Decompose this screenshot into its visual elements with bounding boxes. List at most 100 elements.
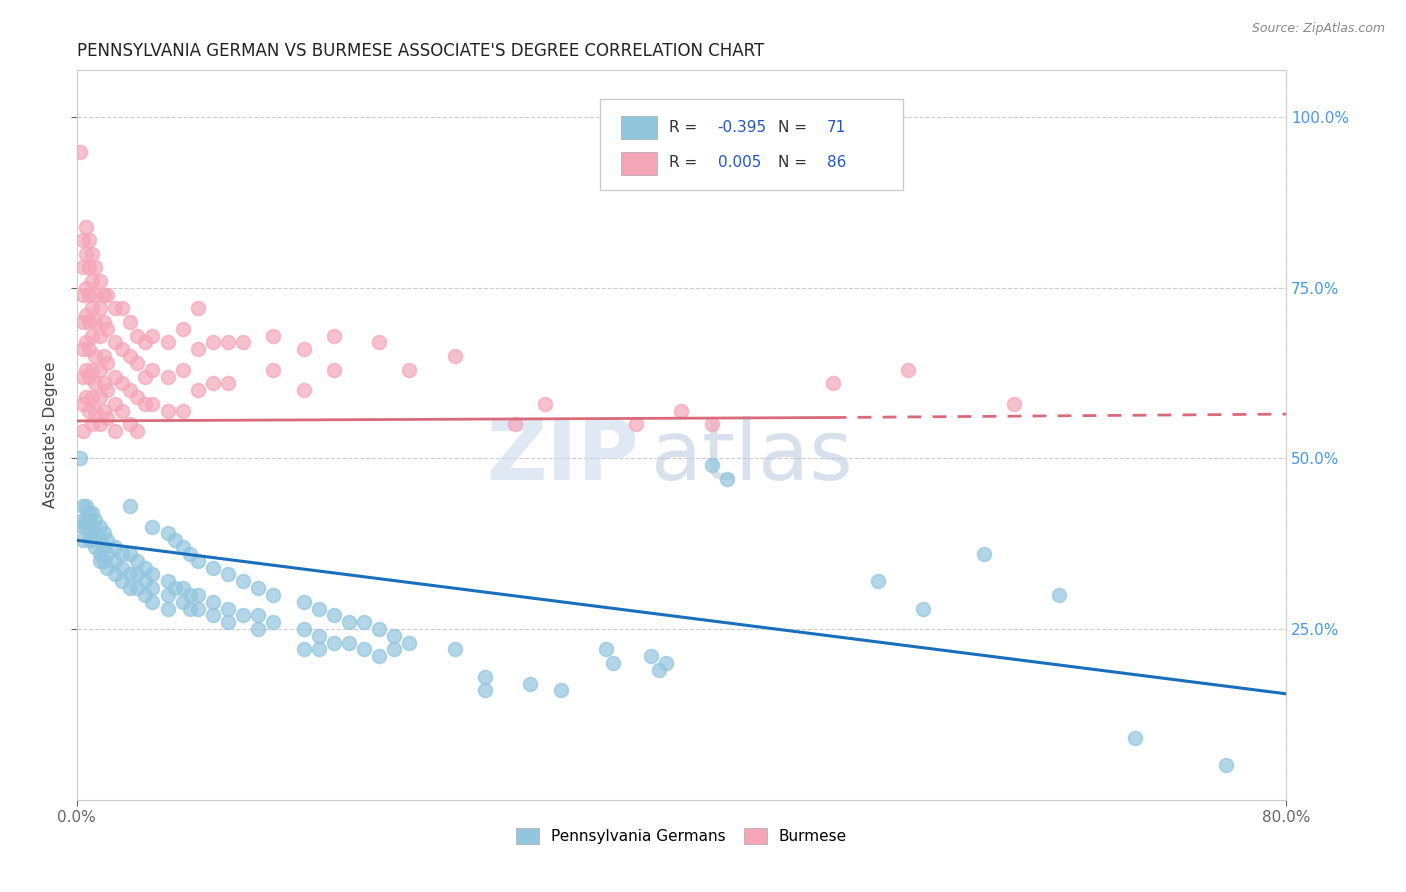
Point bbox=[77, 343, 100, 357]
Point bbox=[72, 287, 94, 301]
Point bbox=[72, 343, 94, 357]
Point bbox=[72, 369, 94, 384]
Text: 86: 86 bbox=[827, 155, 846, 169]
Point bbox=[104, 301, 127, 316]
Point bbox=[72, 397, 94, 411]
Point bbox=[89, 554, 111, 568]
Point bbox=[141, 595, 163, 609]
Y-axis label: Associate's Degree: Associate's Degree bbox=[44, 361, 58, 508]
Text: 71: 71 bbox=[827, 120, 846, 135]
Point bbox=[201, 335, 224, 350]
Point bbox=[77, 260, 100, 275]
Point bbox=[93, 540, 115, 554]
Text: PENNSYLVANIA GERMAN VS BURMESE ASSOCIATE'S DEGREE CORRELATION CHART: PENNSYLVANIA GERMAN VS BURMESE ASSOCIATE… bbox=[77, 42, 763, 60]
Point bbox=[72, 519, 94, 533]
Point bbox=[104, 397, 127, 411]
Point bbox=[232, 608, 254, 623]
Point bbox=[308, 629, 330, 643]
Point bbox=[156, 526, 179, 541]
Point bbox=[89, 533, 111, 548]
Point bbox=[75, 308, 97, 322]
Point bbox=[353, 642, 375, 657]
Point bbox=[179, 588, 201, 602]
Point bbox=[84, 260, 107, 275]
Point bbox=[75, 281, 97, 295]
Point bbox=[217, 335, 239, 350]
Point bbox=[84, 287, 107, 301]
Point bbox=[96, 410, 118, 425]
Point bbox=[671, 403, 693, 417]
Point bbox=[69, 145, 91, 159]
Point bbox=[72, 424, 94, 438]
Point bbox=[72, 533, 94, 548]
Point bbox=[398, 635, 420, 649]
Point bbox=[104, 554, 127, 568]
Point bbox=[165, 581, 187, 595]
Point bbox=[292, 595, 315, 609]
Text: R =: R = bbox=[669, 155, 707, 169]
Point bbox=[474, 670, 496, 684]
Point bbox=[80, 301, 103, 316]
Point bbox=[134, 588, 156, 602]
Point bbox=[292, 622, 315, 636]
Point bbox=[262, 588, 284, 602]
Point bbox=[247, 608, 270, 623]
Point bbox=[96, 547, 118, 561]
Point bbox=[80, 274, 103, 288]
Point bbox=[104, 424, 127, 438]
Point bbox=[77, 513, 100, 527]
Point bbox=[602, 656, 624, 670]
Point bbox=[179, 547, 201, 561]
Point bbox=[93, 315, 115, 329]
Point bbox=[141, 519, 163, 533]
Point bbox=[118, 499, 141, 513]
Point bbox=[84, 403, 107, 417]
Point bbox=[96, 533, 118, 548]
Point bbox=[912, 601, 935, 615]
Point bbox=[77, 287, 100, 301]
Point bbox=[156, 601, 179, 615]
Point bbox=[353, 615, 375, 629]
Point bbox=[368, 649, 391, 664]
Point bbox=[897, 363, 920, 377]
Point bbox=[127, 554, 149, 568]
Point bbox=[75, 390, 97, 404]
Point bbox=[398, 363, 420, 377]
Point bbox=[821, 376, 844, 391]
Point bbox=[172, 581, 194, 595]
Point bbox=[77, 315, 100, 329]
Point bbox=[187, 601, 209, 615]
Point bbox=[232, 574, 254, 589]
Point bbox=[156, 574, 179, 589]
Point bbox=[134, 335, 156, 350]
Point bbox=[93, 376, 115, 391]
Point bbox=[172, 540, 194, 554]
Point bbox=[84, 349, 107, 363]
Point bbox=[368, 335, 391, 350]
Point bbox=[141, 567, 163, 582]
Point bbox=[93, 349, 115, 363]
Point bbox=[503, 417, 526, 432]
Point bbox=[141, 581, 163, 595]
Bar bbox=[621, 116, 657, 139]
Point bbox=[187, 343, 209, 357]
Point bbox=[262, 328, 284, 343]
Text: ZIP: ZIP bbox=[486, 416, 640, 497]
Point bbox=[93, 526, 115, 541]
Point bbox=[111, 403, 134, 417]
Point bbox=[187, 588, 209, 602]
Point bbox=[89, 274, 111, 288]
Point bbox=[80, 390, 103, 404]
Point bbox=[368, 622, 391, 636]
Point bbox=[640, 649, 662, 664]
Text: Source: ZipAtlas.com: Source: ZipAtlas.com bbox=[1251, 22, 1385, 36]
Point bbox=[89, 363, 111, 377]
Point bbox=[111, 376, 134, 391]
Point bbox=[308, 642, 330, 657]
Point bbox=[262, 615, 284, 629]
Point bbox=[77, 506, 100, 520]
Point bbox=[866, 574, 889, 589]
Point bbox=[89, 390, 111, 404]
Point bbox=[96, 383, 118, 397]
Text: N =: N = bbox=[778, 120, 813, 135]
